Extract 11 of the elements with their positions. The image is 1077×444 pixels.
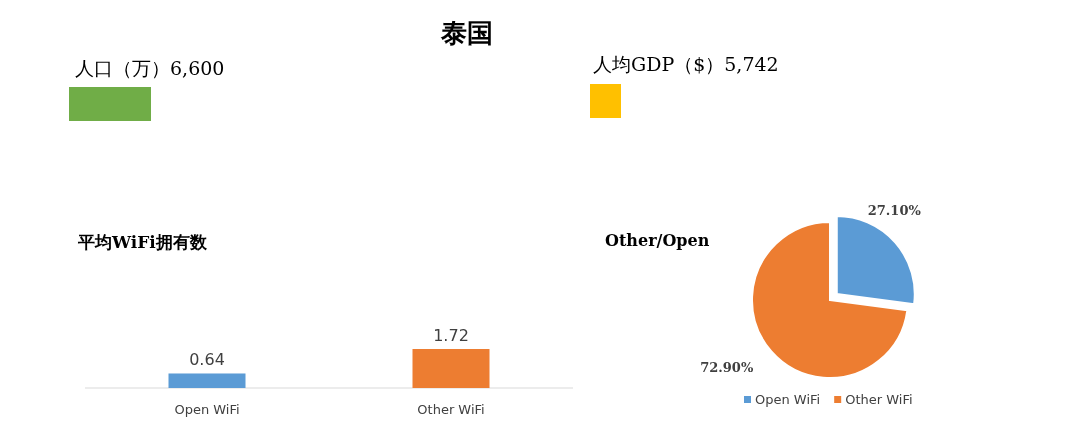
data-label: 0.64 <box>189 350 225 370</box>
text: 人口（万）6,600 <box>75 57 225 79</box>
data-label: 1.72 <box>433 326 469 345</box>
legend-label: Open WiFi <box>755 392 821 407</box>
text: Other/Open <box>605 231 710 250</box>
text: 人均GDP（$）5,742 <box>593 53 779 75</box>
data-label: 72.90% <box>700 360 754 376</box>
text: 泰国 <box>440 18 493 48</box>
data-label: 27.10% <box>867 202 922 218</box>
chart-title: 平均WiFi拥有数 <box>77 232 208 252</box>
legend-label: Other WiFi <box>845 392 913 407</box>
